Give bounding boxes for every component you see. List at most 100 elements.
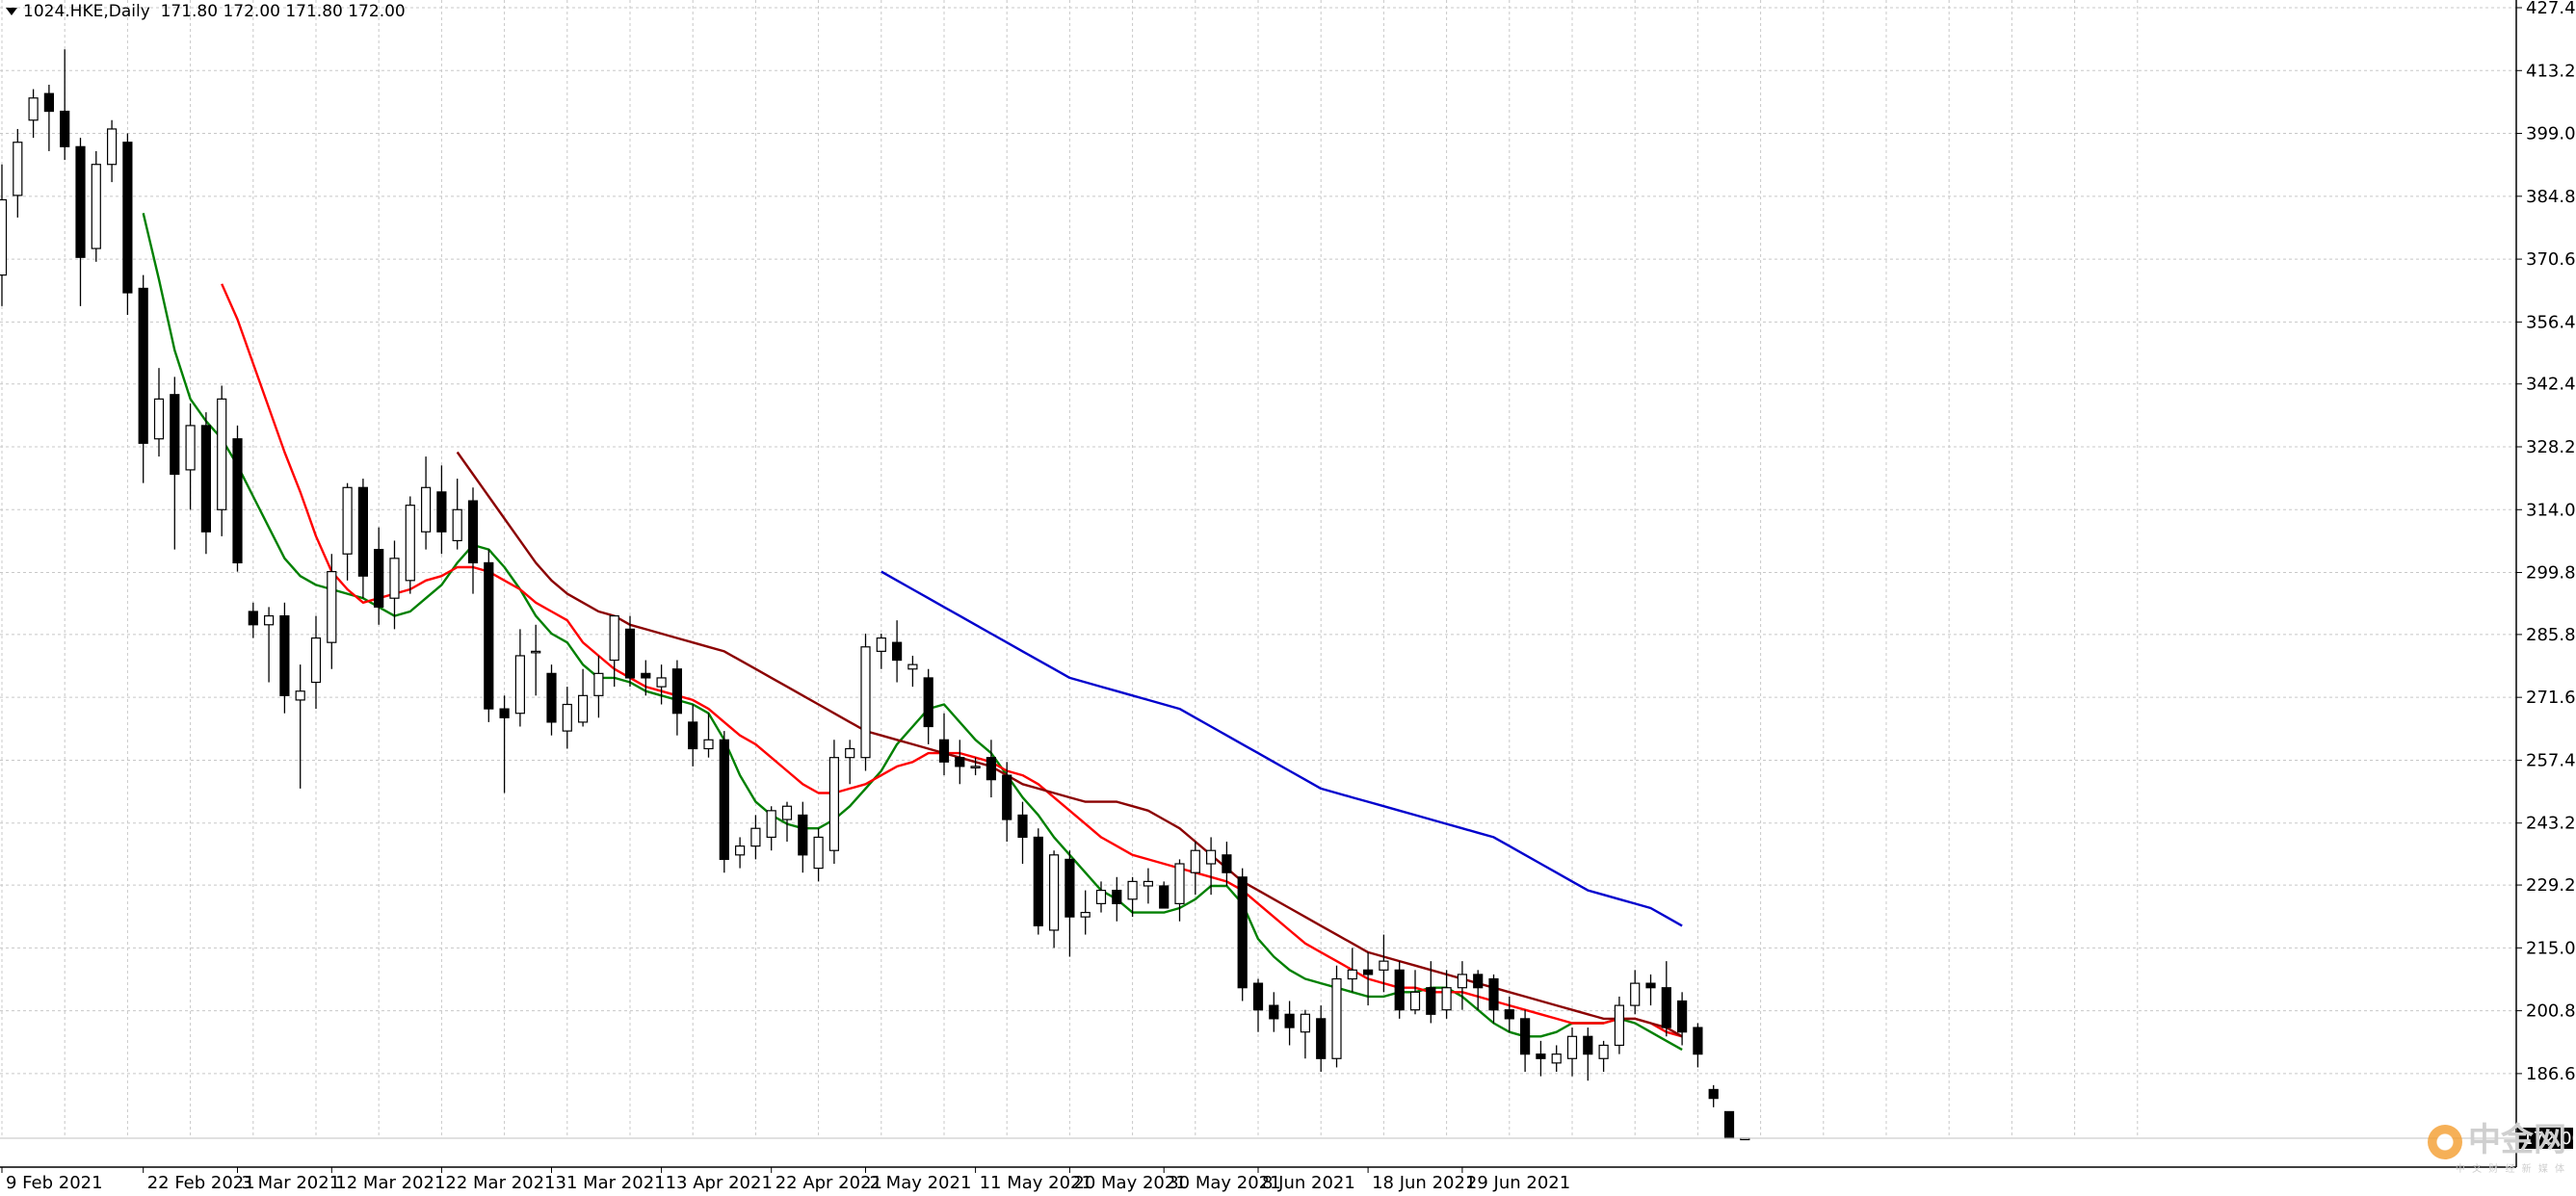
candle-body	[185, 425, 196, 471]
candle	[1551, 1045, 1562, 1073]
candle-body	[1488, 977, 1499, 1011]
candle-body	[1536, 1053, 1546, 1059]
candle	[766, 806, 776, 851]
candles	[0, 49, 1750, 1141]
candle	[546, 664, 557, 736]
watermark-name: 中金网	[2468, 1121, 2566, 1159]
x-tick-label: 22 Apr 2021	[775, 1173, 882, 1193]
candle	[1630, 970, 1641, 1015]
candle-body	[562, 703, 572, 732]
moving-average-line	[221, 283, 1683, 1038]
candle-body	[1143, 880, 1154, 887]
candle-body	[1252, 982, 1264, 1011]
x-tick-label: 18 Jun 2021	[1372, 1173, 1476, 1193]
candle	[1645, 974, 1656, 1006]
candle	[1566, 1027, 1578, 1077]
y-tick-label: 243.20	[2526, 814, 2576, 834]
candle-body	[1379, 960, 1389, 971]
candle-body	[1473, 974, 1484, 989]
candle-body	[153, 398, 165, 440]
y-tick-label: 413.20	[2526, 61, 2576, 81]
candle-body	[1190, 849, 1200, 873]
candle-body	[405, 505, 415, 582]
collapse-triangle-icon[interactable]	[6, 8, 17, 15]
candle-body	[1409, 991, 1421, 1011]
candle-body	[1347, 969, 1357, 980]
candle	[1473, 970, 1484, 1010]
candle-body	[876, 637, 886, 652]
y-tick-label: 370.60	[2526, 249, 2576, 270]
candle-body	[499, 708, 510, 718]
candle	[1661, 961, 1671, 1037]
y-tick-label: 328.20	[2526, 437, 2576, 457]
candle	[200, 412, 211, 555]
candle	[1017, 801, 1028, 865]
x-tick-label: 3 Mar 2021	[242, 1173, 341, 1193]
candle	[138, 274, 148, 483]
candle-body	[1222, 854, 1232, 873]
candle	[484, 549, 494, 722]
candle	[217, 385, 227, 536]
candle-body	[327, 571, 337, 643]
candle-body	[1033, 836, 1043, 926]
x-tick-label: 31 Mar 2021	[556, 1173, 666, 1193]
candle	[264, 607, 275, 683]
candle-body	[170, 394, 180, 476]
candle	[609, 614, 619, 688]
candle	[1723, 1110, 1735, 1139]
candle	[357, 479, 368, 599]
watermark-subtitle: 中 文 财 经 新 媒 体	[2455, 1164, 2566, 1175]
chart-header: 1024.HKE,Daily 171.80 172.00 171.80 172.…	[6, 2, 406, 21]
y-tick-label: 186.60	[2526, 1064, 2576, 1084]
candle-body	[845, 747, 855, 759]
candle	[1362, 951, 1374, 1006]
candle-body	[1065, 858, 1075, 918]
candle-body	[1002, 774, 1012, 820]
candle	[1426, 961, 1436, 1024]
y-tick-label: 215.00	[2526, 938, 2576, 958]
candle-body	[1269, 1004, 1279, 1020]
candle	[1708, 1084, 1719, 1107]
candle	[421, 456, 432, 550]
candle	[13, 128, 23, 218]
candle	[1379, 934, 1389, 993]
candle-body	[1504, 1009, 1514, 1020]
candle-body	[389, 558, 400, 599]
candle	[860, 633, 871, 771]
y-tick-label: 384.80	[2526, 187, 2576, 207]
candle	[1409, 970, 1421, 1015]
candle	[1252, 978, 1264, 1032]
candle-body	[374, 549, 384, 608]
candle	[310, 615, 322, 710]
candle	[122, 133, 133, 316]
y-tick-label: 427.40	[2526, 0, 2576, 18]
symbol-label: 1024.HKE,Daily	[23, 2, 150, 21]
candle	[1127, 876, 1138, 918]
candle-body	[1645, 982, 1656, 989]
candle	[1065, 850, 1075, 957]
candle	[1394, 961, 1405, 1019]
candle	[153, 368, 165, 457]
candle-body	[279, 614, 290, 696]
candle	[562, 687, 572, 749]
watermark: 中金网中 文 财 经 新 媒 体	[2428, 1113, 2566, 1175]
candle-body	[938, 739, 950, 763]
candle-body	[452, 508, 462, 542]
candle	[1002, 762, 1012, 843]
candle-body	[1080, 911, 1091, 918]
x-tick-label: 12 Mar 2021	[335, 1173, 445, 1193]
candle	[436, 465, 447, 555]
candle	[389, 540, 400, 630]
candle	[1488, 974, 1499, 1024]
candle	[75, 138, 86, 306]
candle	[1300, 1009, 1311, 1059]
candle-body	[986, 757, 997, 781]
candle	[185, 403, 196, 510]
y-tick-label: 200.80	[2526, 1001, 2576, 1022]
candle-body	[106, 128, 118, 166]
candle	[1693, 1023, 1703, 1068]
candle	[624, 615, 636, 688]
candle-body	[1331, 977, 1342, 1059]
candle-body	[1630, 982, 1641, 1006]
